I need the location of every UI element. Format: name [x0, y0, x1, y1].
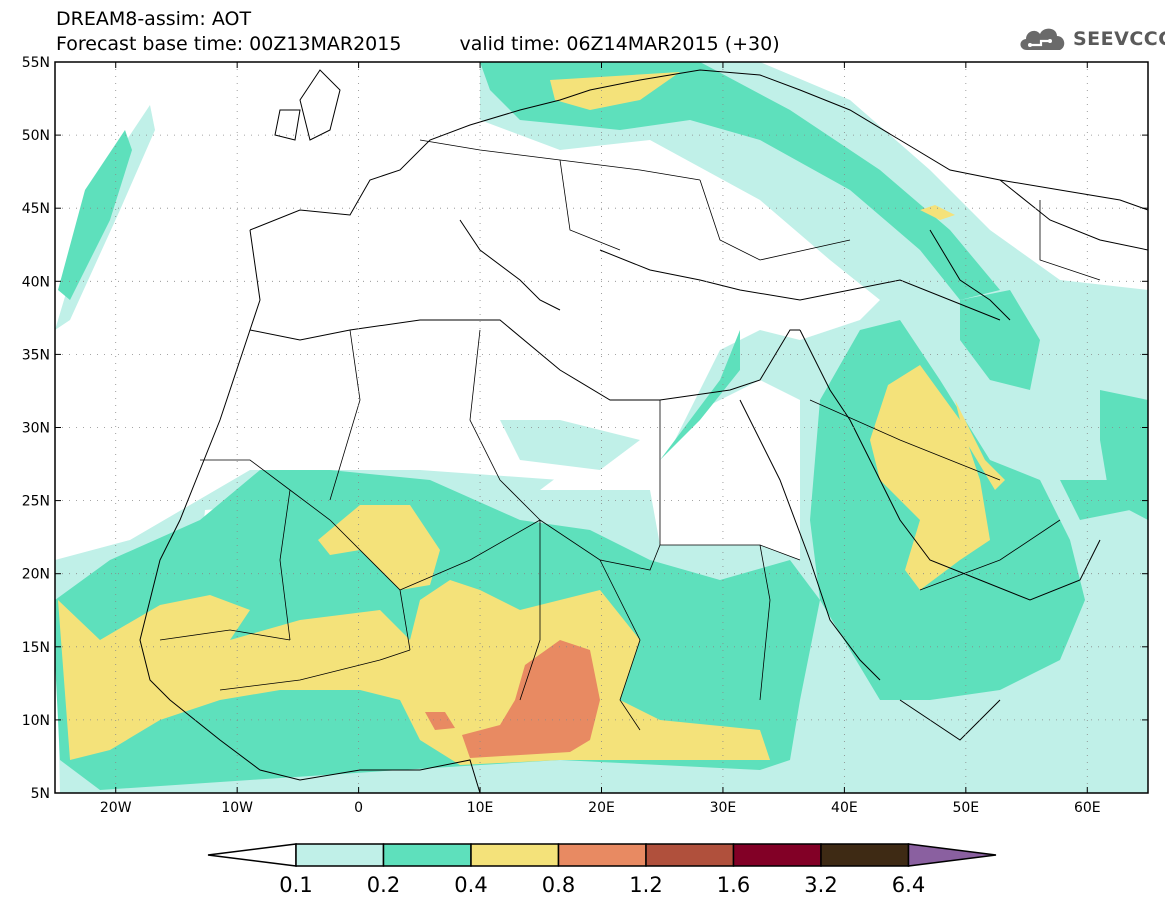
- lat-label: 15N: [22, 640, 50, 656]
- colorbar-box: [645, 843, 735, 867]
- colorbar-label: 1.2: [629, 873, 662, 897]
- colorbar-labels: 0.1 0.2 0.4 0.8 1.2 1.6 3.2 6.4: [279, 873, 925, 897]
- colorbar-label: 0.2: [367, 873, 400, 897]
- lon-label: 0: [354, 800, 363, 816]
- lon-axis: 20W 10W 0 10E 20E 30E 40E 50E 60E: [100, 800, 1101, 816]
- lat-label: 50N: [22, 128, 50, 144]
- lon-label: 60E: [1074, 800, 1101, 816]
- colorbar-high-arrow: [907, 843, 997, 867]
- lon-label: 10E: [467, 800, 494, 816]
- lon-label: 20W: [100, 800, 132, 816]
- colorbar-label: 1.6: [717, 873, 750, 897]
- colorbar-box: [732, 843, 822, 867]
- lat-label: 45N: [22, 201, 50, 217]
- lat-label: 25N: [22, 494, 50, 510]
- colorbar: [207, 843, 997, 867]
- colorbar-box: [820, 843, 910, 867]
- colorbar-box: [557, 843, 647, 867]
- lat-label: 40N: [22, 274, 50, 290]
- colorbar-label: 0.4: [454, 873, 487, 897]
- colorbar-label: 6.4: [892, 873, 925, 897]
- colorbar-label: 3.2: [804, 873, 837, 897]
- lon-label: 50E: [952, 800, 979, 816]
- colorbar-box: [295, 843, 385, 867]
- lon-label: 10W: [221, 800, 253, 816]
- aot-level-0-8: [425, 640, 600, 758]
- lon-label: 40E: [831, 800, 858, 816]
- lat-label: 20N: [22, 567, 50, 583]
- base-time: Forecast base time: 00Z13MAR2015: [56, 33, 402, 55]
- valid-time: valid time: 06Z14MAR2015 (+30): [459, 33, 780, 55]
- graticule: [55, 62, 1148, 793]
- lat-label: 10N: [22, 713, 50, 729]
- title-line2: Forecast base time: 00Z13MAR2015 valid ti…: [56, 33, 780, 55]
- colorbar-box: [470, 843, 560, 867]
- colorbar-box: [382, 843, 472, 867]
- colorbar-label: 0.1: [279, 873, 312, 897]
- lat-label: 5N: [31, 786, 50, 802]
- lon-label: 20E: [588, 800, 615, 816]
- seevccc-logo: SEEVCCC: [1017, 22, 1165, 56]
- aot-field: [55, 62, 1148, 793]
- cloud-icon: [1020, 28, 1065, 50]
- borders: [159, 139, 1101, 731]
- lat-label: 30N: [22, 421, 50, 437]
- colorbar-low-arrow: [207, 843, 297, 867]
- lat-axis: 55N 50N 45N 40N 35N 30N 25N 20N 15N 10N …: [22, 55, 50, 802]
- lon-label: 30E: [710, 800, 737, 816]
- title-line1: DREAM8-assim: AOT: [56, 8, 252, 30]
- axis-ticks: [55, 61, 1148, 794]
- coastlines: [139, 69, 1148, 793]
- lat-label: 35N: [22, 347, 50, 363]
- lat-label: 55N: [22, 55, 50, 71]
- logo-text: SEEVCCC: [1073, 28, 1165, 50]
- colorbar-label: 0.8: [542, 873, 575, 897]
